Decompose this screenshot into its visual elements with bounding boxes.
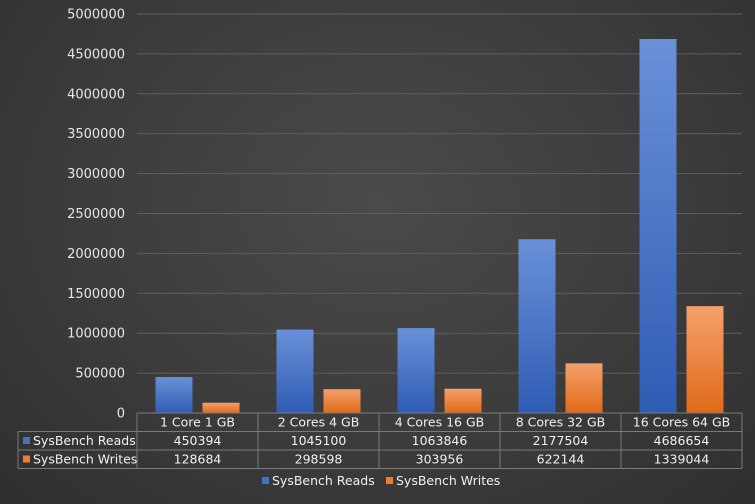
table-value: 298598: [295, 452, 343, 467]
bar-sysbench-reads: [155, 377, 193, 413]
y-tick-label: 0: [117, 407, 125, 422]
y-tick-label: 3500000: [67, 127, 125, 142]
table-value: 128684: [174, 452, 222, 467]
y-tick-label: 2000000: [67, 247, 125, 262]
bar-sysbench-reads: [276, 329, 314, 413]
table-value: 622144: [537, 452, 585, 467]
bar-sysbench-reads: [397, 328, 435, 413]
y-tick-label: 3000000: [67, 167, 125, 182]
table-value: 303956: [416, 452, 464, 467]
legend-label: SysBench Reads: [272, 473, 375, 488]
table-legend-key: [23, 455, 30, 463]
x-category-label: 1 Core 1 GB: [160, 415, 235, 430]
x-category-label: 8 Cores 32 GB: [516, 415, 605, 430]
table-value: 1045100: [291, 433, 347, 448]
bar-sysbench-writes: [686, 306, 724, 413]
legend-swatch: [262, 477, 269, 484]
table-legend-key: [23, 437, 30, 444]
bars: [155, 39, 724, 414]
y-tick-label: 1500000: [67, 287, 125, 302]
y-tick-label: 2500000: [67, 207, 125, 222]
table-series-label: SysBench Reads: [33, 433, 136, 448]
table-value: 2177504: [533, 433, 589, 448]
table-value: 1339044: [654, 452, 710, 467]
bar-sysbench-writes: [565, 363, 603, 413]
x-category-label: 2 Cores 4 GB: [278, 415, 360, 430]
bar-sysbench-reads: [639, 39, 677, 414]
legend: SysBench Reads SysBench Writes: [262, 473, 500, 488]
y-axis-tick-labels: 0 500000 1000000 1500000 2000000 2500000 30000…: [67, 8, 125, 422]
bar-sysbench-writes: [323, 389, 361, 413]
table-value: 1063846: [412, 433, 468, 448]
y-tick-label: 4000000: [67, 87, 125, 102]
y-tick-label: 4500000: [67, 47, 125, 62]
legend-label: SysBench Writes: [396, 473, 500, 488]
legend-swatch: [386, 477, 393, 484]
y-tick-label: 500000: [75, 367, 125, 382]
x-category-label: 16 Cores 64 GB: [633, 415, 730, 430]
x-category-label: 4 Cores 16 GB: [395, 415, 484, 430]
y-tick-label: 5000000: [67, 8, 125, 23]
bar-sysbench-reads: [518, 239, 556, 413]
data-table: 1 Core 1 GB 2 Cores 4 GB 4 Cores 16 GB 8 Co…: [17, 412, 743, 469]
bar-sysbench-writes: [444, 388, 482, 413]
bar-sysbench-writes: [202, 402, 240, 413]
table-value: 4686654: [654, 433, 710, 448]
y-tick-label: 1000000: [67, 327, 125, 342]
table-value: 450394: [174, 433, 222, 448]
table-series-label: SysBench Writes: [33, 452, 137, 467]
